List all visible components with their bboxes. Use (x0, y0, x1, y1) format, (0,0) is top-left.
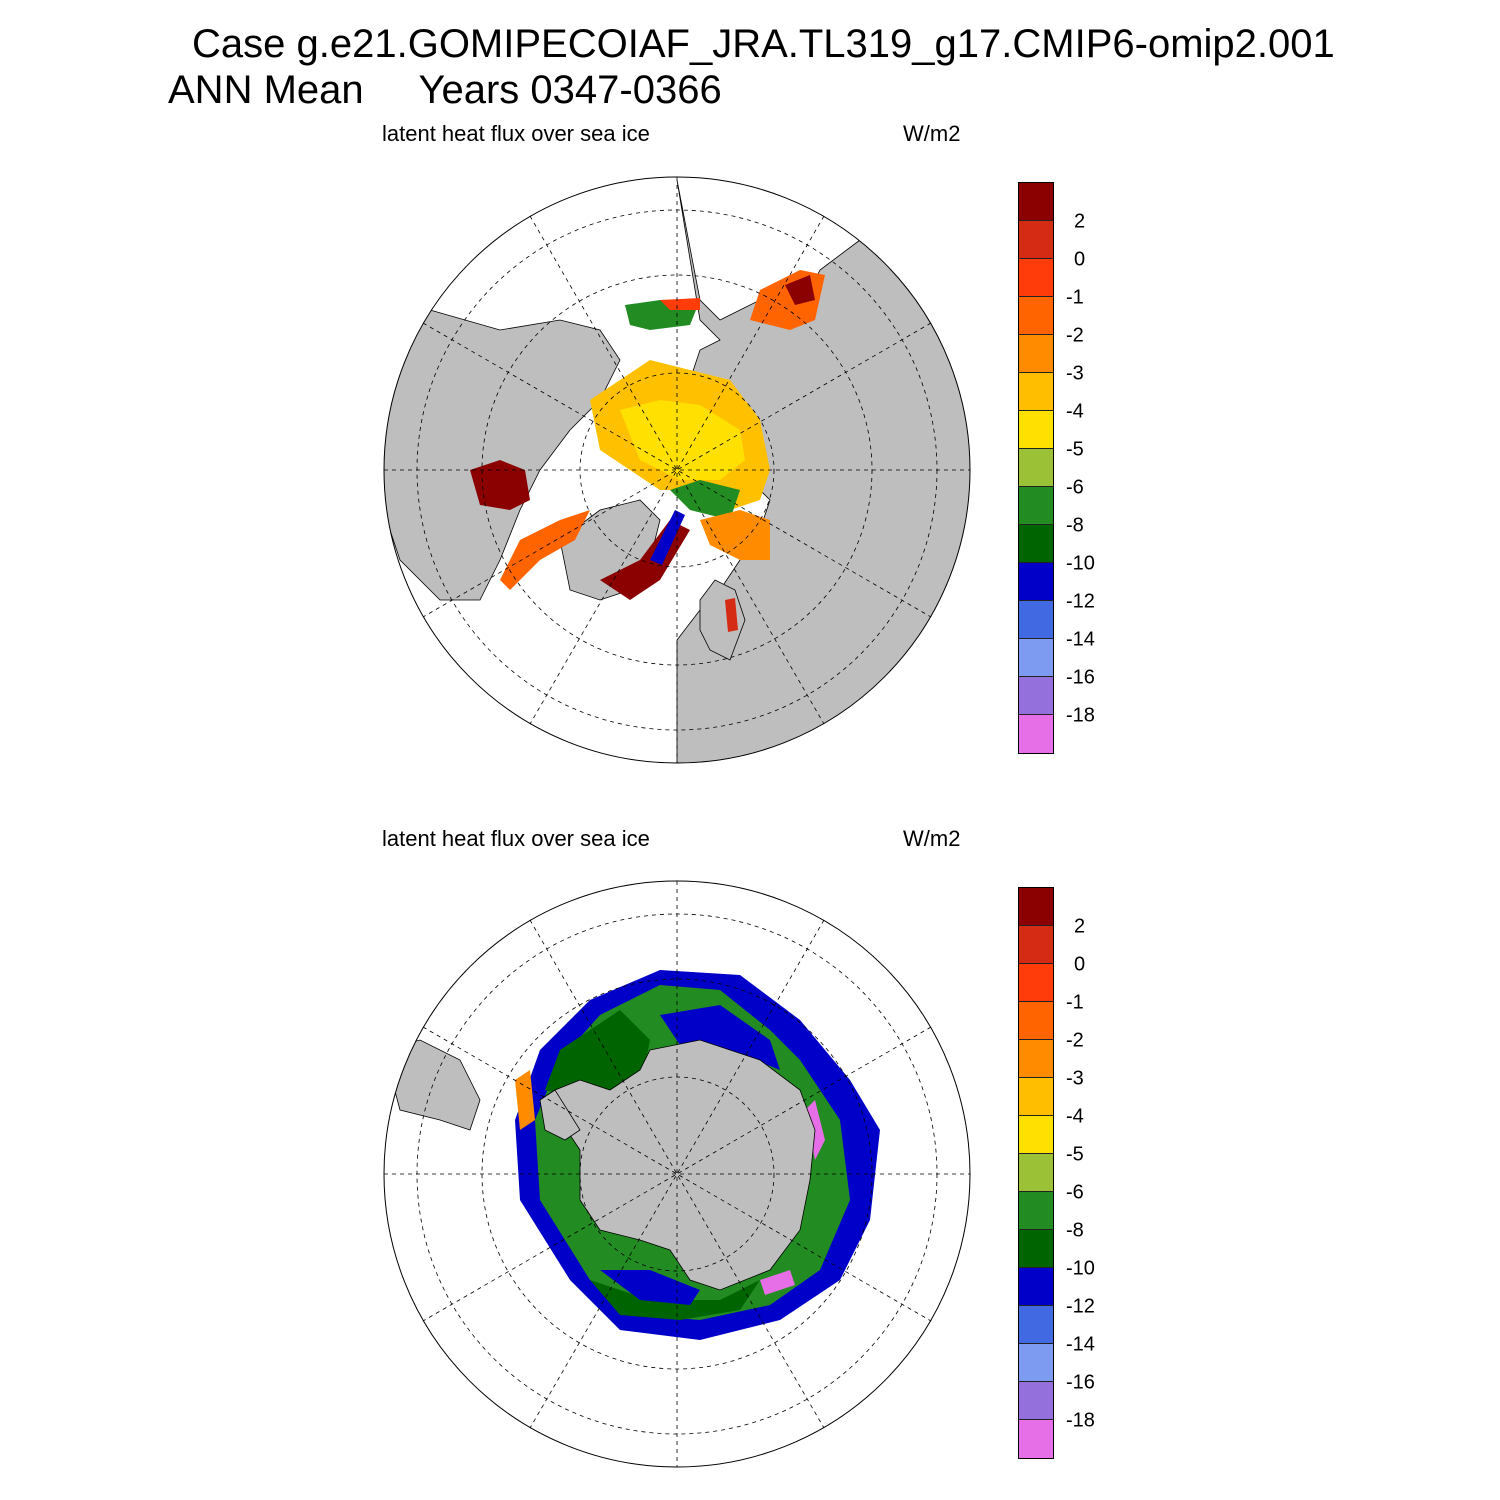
ice-hudson-bay (470, 460, 530, 510)
land-antarctica (554, 1039, 816, 1291)
ice-green-band (670, 480, 740, 520)
ice-barents (700, 510, 770, 560)
ice-peninsula-orange (515, 1070, 535, 1130)
colorbar-box (1019, 1002, 1053, 1040)
colorbar-tick-label: -12 (1066, 590, 1095, 613)
ice-okhotsk-core (785, 275, 815, 305)
ice-ross-blue (600, 1270, 700, 1305)
colorbar-tick-label: -4 (1066, 1105, 1084, 1128)
colorbar-tick-label: 2 (1074, 210, 1086, 233)
colorbar-box (1019, 1154, 1053, 1192)
colorbar-south (1018, 887, 1054, 1459)
ice-central-arctic (620, 400, 745, 480)
colorbar-tick-label: -2 (1066, 324, 1084, 347)
colorbar-tick-label: -14 (1066, 628, 1095, 651)
colorbar-box (1019, 601, 1053, 639)
colorbar-box (1019, 411, 1053, 449)
ice-weddell-blue (660, 1005, 780, 1070)
ice-pink-south (760, 1270, 795, 1295)
colorbar-box (1019, 1344, 1053, 1382)
map-graticule (384, 881, 970, 1467)
colorbar-box (1019, 1040, 1053, 1078)
colorbar-box (1019, 715, 1053, 753)
land-south-america (384, 1039, 481, 1131)
map-outline (383, 176, 971, 764)
land-north-america (384, 299, 621, 601)
colorbar-box (1019, 449, 1053, 487)
colorbar-tick-label: -8 (1066, 1219, 1084, 1242)
map-graticule (384, 177, 970, 763)
colorbar-tick-label: -3 (1066, 1067, 1084, 1090)
colorbar-box (1019, 183, 1053, 221)
map-outline (383, 880, 971, 1468)
colorbar-tick-label: -18 (1066, 1409, 1095, 1432)
colorbar-tick-label: -14 (1066, 1333, 1095, 1356)
colorbar-box (1019, 1268, 1053, 1306)
colorbar-box (1019, 888, 1053, 926)
ice-bering-edge (660, 298, 700, 310)
colorbar-tick-label: -6 (1066, 1181, 1084, 1204)
figure-title: Case g.e21.GOMIPECOIAF_JRA.TL319_g17.CMI… (192, 22, 1335, 66)
land-antarctic-peninsula (539, 1089, 581, 1141)
colorbar-box (1019, 297, 1053, 335)
ice-baltic (725, 598, 738, 632)
colorbar-box (1019, 1078, 1053, 1116)
colorbar-box (1019, 1420, 1053, 1458)
colorbar-tick-label: 0 (1074, 248, 1086, 271)
colorbar-tick-label: -16 (1066, 1371, 1095, 1394)
colorbar-box (1019, 964, 1053, 1002)
colorbar-box (1019, 926, 1053, 964)
colorbar-box (1019, 1306, 1053, 1344)
colorbar-box (1019, 1192, 1053, 1230)
colorbar-box (1019, 639, 1053, 677)
panel-north-units: W/m2 (903, 121, 961, 146)
colorbar-north (1018, 182, 1054, 754)
colorbar-tick-label: 2 (1074, 915, 1086, 938)
south-polar-map (383, 880, 971, 1468)
panel-south-units: W/m2 (903, 826, 961, 851)
colorbar-tick-label: -6 (1066, 476, 1084, 499)
colorbar-tick-label: -10 (1066, 552, 1095, 575)
colorbar-tick-label: -3 (1066, 362, 1084, 385)
colorbar-tick-label: -4 (1066, 400, 1084, 423)
colorbar-tick-label: -5 (1066, 1143, 1084, 1166)
colorbar-tick-label: -2 (1066, 1029, 1084, 1052)
colorbar-tick-label: -10 (1066, 1257, 1095, 1280)
north-polar-map (383, 176, 971, 764)
colorbar-box (1019, 525, 1053, 563)
colorbar-tick-label: -5 (1066, 438, 1084, 461)
colorbar-tick-label: -1 (1066, 286, 1084, 309)
colorbar-box (1019, 221, 1053, 259)
colorbar-box (1019, 677, 1053, 715)
colorbar-box (1019, 373, 1053, 411)
panel-south-label: latent heat flux over sea ice (382, 826, 650, 851)
colorbar-box (1019, 259, 1053, 297)
ice-east-greenland (650, 510, 685, 565)
colorbar-tick-label: -16 (1066, 666, 1095, 689)
ice-dark-green-sector (545, 1010, 650, 1100)
figure-subtitle: ANN Mean Years 0347-0366 (168, 68, 722, 112)
colorbar-box (1019, 563, 1053, 601)
colorbar-tick-label: -12 (1066, 1295, 1095, 1318)
colorbar-tick-label: -8 (1066, 514, 1084, 537)
colorbar-box (1019, 335, 1053, 373)
colorbar-box (1019, 487, 1053, 525)
colorbar-box (1019, 1116, 1053, 1154)
panel-north-label: latent heat flux over sea ice (382, 121, 650, 146)
ice-baffin (500, 510, 590, 590)
colorbar-tick-label: -1 (1066, 991, 1084, 1014)
colorbar-box (1019, 1230, 1053, 1268)
colorbar-tick-label: -18 (1066, 704, 1095, 727)
colorbar-box (1019, 1382, 1053, 1420)
colorbar-tick-label: 0 (1074, 953, 1086, 976)
